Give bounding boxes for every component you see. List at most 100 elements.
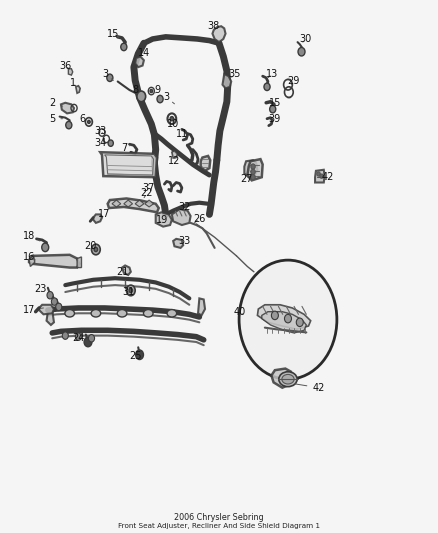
Text: 3: 3 (163, 92, 174, 104)
Text: 2006 Chrysler Sebring: 2006 Chrysler Sebring (174, 513, 264, 522)
Circle shape (51, 298, 57, 305)
Text: 12: 12 (168, 156, 180, 166)
Circle shape (88, 120, 90, 124)
Text: 21: 21 (116, 267, 128, 277)
Circle shape (88, 335, 95, 342)
Text: 30: 30 (299, 34, 311, 44)
Circle shape (56, 303, 62, 311)
Text: 32: 32 (179, 202, 191, 212)
Circle shape (94, 247, 98, 252)
Text: Front Seat Adjuster, Recliner And Side Shield Diagram 1: Front Seat Adjuster, Recliner And Side S… (118, 523, 320, 529)
Polygon shape (244, 160, 258, 177)
Circle shape (272, 311, 279, 320)
Polygon shape (93, 214, 102, 223)
Circle shape (137, 91, 146, 102)
Text: 10: 10 (167, 119, 179, 129)
Text: 33: 33 (94, 126, 106, 136)
Polygon shape (145, 200, 153, 207)
Polygon shape (135, 56, 144, 67)
Text: 34: 34 (94, 138, 106, 148)
Polygon shape (315, 169, 325, 182)
Polygon shape (173, 239, 183, 248)
Text: 23: 23 (34, 284, 49, 294)
Text: 3: 3 (102, 69, 113, 80)
Polygon shape (135, 200, 144, 207)
Circle shape (127, 285, 135, 296)
Polygon shape (29, 255, 79, 268)
Circle shape (251, 174, 255, 180)
Text: 25: 25 (129, 351, 141, 361)
Polygon shape (61, 103, 74, 114)
Circle shape (170, 117, 173, 121)
Polygon shape (122, 265, 131, 275)
Text: 14: 14 (138, 48, 150, 58)
Text: 15: 15 (268, 98, 281, 108)
Circle shape (157, 95, 163, 103)
Polygon shape (100, 152, 157, 177)
Circle shape (75, 333, 81, 341)
Circle shape (107, 74, 113, 82)
Text: 31: 31 (122, 287, 134, 297)
Polygon shape (76, 86, 80, 93)
Text: 19: 19 (156, 215, 168, 225)
Polygon shape (172, 209, 191, 225)
Text: 26: 26 (193, 214, 205, 224)
Text: 35: 35 (228, 69, 240, 79)
Text: 5: 5 (49, 114, 63, 124)
Polygon shape (68, 69, 73, 75)
Text: 6: 6 (80, 114, 92, 124)
Polygon shape (124, 200, 133, 207)
Ellipse shape (117, 310, 127, 317)
Polygon shape (262, 312, 306, 333)
Ellipse shape (144, 310, 153, 317)
Text: 22: 22 (141, 188, 153, 198)
Text: 17: 17 (99, 209, 111, 220)
Text: 1: 1 (70, 78, 76, 88)
Circle shape (84, 337, 92, 347)
Text: 37: 37 (142, 183, 155, 193)
Polygon shape (272, 368, 292, 387)
Text: 20: 20 (84, 241, 96, 251)
Text: 9: 9 (154, 85, 160, 95)
Polygon shape (112, 200, 121, 207)
Polygon shape (198, 298, 205, 316)
Polygon shape (155, 212, 172, 227)
Circle shape (298, 47, 305, 56)
Text: 42: 42 (295, 383, 325, 393)
Circle shape (62, 332, 68, 340)
Text: 13: 13 (266, 69, 279, 79)
Text: 36: 36 (59, 61, 71, 70)
Circle shape (129, 288, 133, 293)
Text: 7: 7 (121, 143, 131, 154)
Text: 29: 29 (287, 77, 300, 86)
Text: 38: 38 (208, 21, 220, 31)
Ellipse shape (282, 374, 294, 384)
Text: 27: 27 (240, 174, 252, 184)
Circle shape (150, 90, 152, 93)
Text: 33: 33 (178, 236, 190, 246)
Text: 8: 8 (132, 85, 138, 95)
Circle shape (317, 172, 320, 176)
Circle shape (320, 174, 323, 178)
Polygon shape (223, 74, 231, 88)
Text: 17: 17 (23, 305, 43, 315)
Polygon shape (108, 198, 159, 212)
Polygon shape (172, 151, 177, 158)
Circle shape (285, 314, 291, 323)
Text: 11: 11 (176, 128, 188, 139)
Text: 18: 18 (23, 231, 40, 241)
Circle shape (251, 164, 255, 169)
Polygon shape (247, 159, 263, 180)
Circle shape (264, 83, 270, 91)
Circle shape (42, 243, 49, 252)
Polygon shape (77, 257, 81, 268)
Circle shape (66, 122, 72, 129)
Polygon shape (29, 255, 35, 266)
Text: 42: 42 (321, 172, 333, 182)
Circle shape (47, 292, 53, 299)
Polygon shape (46, 310, 54, 325)
Text: 15: 15 (107, 29, 120, 39)
Ellipse shape (65, 310, 74, 317)
Circle shape (136, 350, 144, 360)
Polygon shape (201, 156, 210, 171)
